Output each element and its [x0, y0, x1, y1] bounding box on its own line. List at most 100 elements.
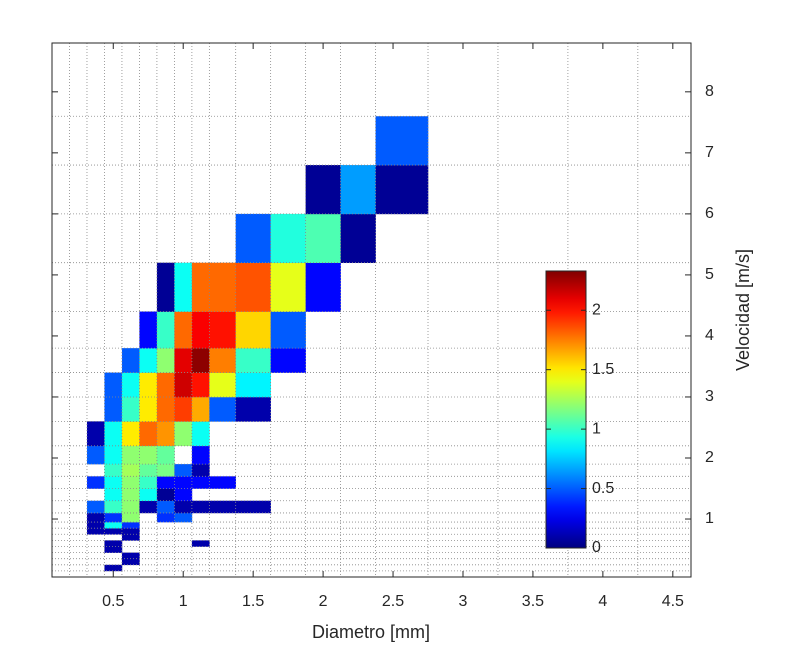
- heatmap-cell: [86, 528, 105, 535]
- heatmap-cell: [104, 540, 123, 547]
- colorbar-tick-label: 0.5: [592, 480, 614, 497]
- heatmap-cell: [104, 445, 123, 465]
- heatmap-cell: [156, 396, 175, 422]
- y-tick-label: 7: [705, 144, 714, 161]
- heatmap-cell: [270, 213, 306, 264]
- heatmap-cell: [174, 396, 193, 422]
- heatmap-cell: [139, 348, 158, 373]
- heatmap-cell: [174, 488, 193, 502]
- y-tick-label: 5: [705, 266, 714, 283]
- heatmap-cell: [156, 262, 175, 312]
- axes-box: [51, 42, 692, 578]
- x-tick-label: 2.5: [382, 593, 404, 610]
- colorbar-tick-label: 1.5: [592, 361, 614, 378]
- x-tick-label: 1: [179, 593, 188, 610]
- heatmap-cell: [104, 528, 123, 535]
- heatmap-cell: [139, 476, 158, 489]
- heatmap-cell: [121, 552, 140, 559]
- x-tick-label: 2: [319, 593, 328, 610]
- heatmap-cell: [86, 445, 105, 465]
- heatmap-cell: [235, 311, 271, 349]
- heatmap-cell: [104, 522, 123, 529]
- heatmap-cell: [86, 500, 105, 514]
- heatmap-cell: [235, 262, 271, 312]
- y-tick-label: 8: [705, 83, 714, 100]
- x-tick-label: 0.5: [102, 593, 124, 610]
- heatmap-cell: [209, 348, 236, 373]
- heatmap-cell: [121, 348, 140, 373]
- x-tick-label: 1.5: [242, 593, 264, 610]
- heatmap-cell: [235, 348, 271, 373]
- heatmap-cell: [104, 488, 123, 502]
- heatmap-cell: [86, 421, 105, 447]
- heatmap-cell: [305, 262, 341, 312]
- heatmap-cell: [121, 421, 140, 447]
- heatmap-cell: [121, 396, 140, 422]
- heatmap-cell: [139, 488, 158, 502]
- heatmap-cell: [191, 500, 210, 514]
- grid: [51, 42, 691, 578]
- heatmap-cell: [191, 421, 210, 447]
- heatmap-cell: [174, 348, 193, 373]
- heatmap-cell: [174, 372, 193, 398]
- heatmap-cell: [174, 512, 193, 523]
- heatmap-cell: [191, 372, 210, 398]
- heatmap-cell: [174, 464, 193, 477]
- heatmap-cell: [191, 348, 210, 373]
- heatmap-cell: [191, 540, 210, 547]
- heatmap-cell: [191, 396, 210, 422]
- heatmap-cell: [139, 311, 158, 349]
- heatmap-cell: [156, 348, 175, 373]
- heatmap-cell: [174, 476, 193, 489]
- heatmap-cell: [86, 522, 105, 529]
- heatmap-cell: [191, 262, 210, 312]
- heatmap-cell: [174, 421, 193, 447]
- heatmap-cell: [121, 522, 140, 529]
- x-axis-label: Diametro [mm]: [312, 622, 430, 642]
- heatmap-cell: [104, 546, 123, 553]
- heatmap-cell: [191, 311, 210, 349]
- heatmap-cell: [121, 372, 140, 398]
- heatmap-cell: [209, 372, 236, 398]
- heatmap-cell: [235, 500, 271, 514]
- y-tick-label: 2: [705, 449, 714, 466]
- heatmap-cell: [121, 528, 140, 535]
- heatmap-cell: [340, 165, 376, 215]
- heatmap-cell: [156, 464, 175, 477]
- heatmap-cell: [174, 262, 193, 312]
- heatmap-cell: [235, 213, 271, 264]
- heatmap-cell: [191, 445, 210, 465]
- heatmap-cell: [104, 564, 123, 572]
- heatmap-cell: [104, 512, 123, 523]
- heatmap-cell: [104, 476, 123, 489]
- y-tick-label: 4: [705, 327, 714, 344]
- x-tick-label: 4: [598, 593, 607, 610]
- colorbar-tick-label: 1: [592, 420, 601, 437]
- heatmap-cell: [156, 421, 175, 447]
- heatmap-cell: [86, 512, 105, 523]
- colorbar: [545, 270, 587, 549]
- heatmap-cell: [121, 558, 140, 566]
- heatmap-cell: [104, 464, 123, 477]
- heatmap-cell: [209, 311, 236, 349]
- heatmap-cell: [156, 500, 175, 514]
- x-tick-label: 3: [459, 593, 468, 610]
- colorbar-tick-label: 2: [592, 301, 601, 318]
- heatmap-cell: [191, 476, 210, 489]
- heatmap-cell: [209, 262, 236, 312]
- heatmap-cell: [270, 311, 306, 349]
- heatmap-cell: [156, 512, 175, 523]
- heatmap-cell: [375, 165, 429, 215]
- heatmap-cell: [209, 396, 236, 422]
- heatmap-cell: [209, 476, 236, 489]
- heatmap-cell: [235, 396, 271, 422]
- heatmap-cell: [270, 348, 306, 373]
- heatmap-cell: [104, 372, 123, 398]
- heatmap-cell: [139, 500, 158, 514]
- x-tick-label: 3.5: [522, 593, 544, 610]
- heatmap-cell: [139, 421, 158, 447]
- heatmap-cell: [121, 512, 140, 523]
- heatmap-cell: [340, 213, 376, 264]
- heatmap-cell: [156, 311, 175, 349]
